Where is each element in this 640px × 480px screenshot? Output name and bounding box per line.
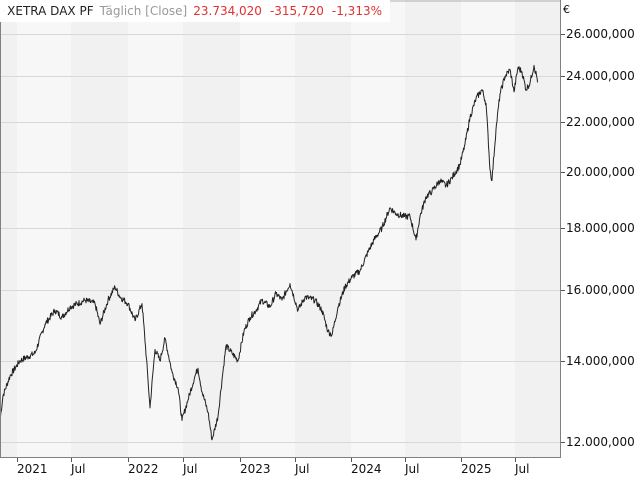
chart-header: XETRA DAX PF Täglich [Close] 23.734,020 …: [0, 0, 390, 22]
y-tick-label: 24.000,000: [566, 68, 635, 83]
x-tick-label: 2025: [461, 462, 492, 476]
x-tick-label: 2022: [128, 462, 159, 476]
y-tick-label: 12.000,000: [566, 434, 635, 449]
x-tick-label: Jul: [71, 462, 86, 476]
y-tick-label: 14.000,000: [566, 353, 635, 368]
axis-ticks: [17, 34, 565, 462]
instrument-name: XETRA DAX PF: [7, 4, 94, 18]
x-tick-label: Jul: [183, 462, 198, 476]
line-chart-icon: [3, 10, 5, 12]
x-tick-label: 2024: [351, 462, 382, 476]
x-tick-label: 2021: [17, 462, 48, 476]
y-tick-label: 26.000,000: [566, 26, 635, 41]
x-tick-label: Jul: [295, 462, 310, 476]
last-price: 23.734,020: [193, 4, 262, 18]
price-change-pct: -1,313%: [331, 4, 382, 18]
y-tick-label: 20.000,000: [566, 164, 635, 179]
currency-label: €: [563, 3, 570, 16]
y-tick-label: 16.000,000: [566, 282, 635, 297]
y-tick-label: 18.000,000: [566, 220, 635, 235]
period-label: Täglich [Close]: [99, 4, 188, 18]
x-tick-label: Jul: [405, 462, 420, 476]
y-tick-label: 22.000,000: [566, 114, 635, 129]
price-change: -315,720: [269, 4, 324, 18]
x-tick-label: Jul: [515, 462, 530, 476]
x-tick-label: 2023: [240, 462, 271, 476]
grid-lines: [0, 34, 560, 443]
price-line: [0, 64, 539, 441]
